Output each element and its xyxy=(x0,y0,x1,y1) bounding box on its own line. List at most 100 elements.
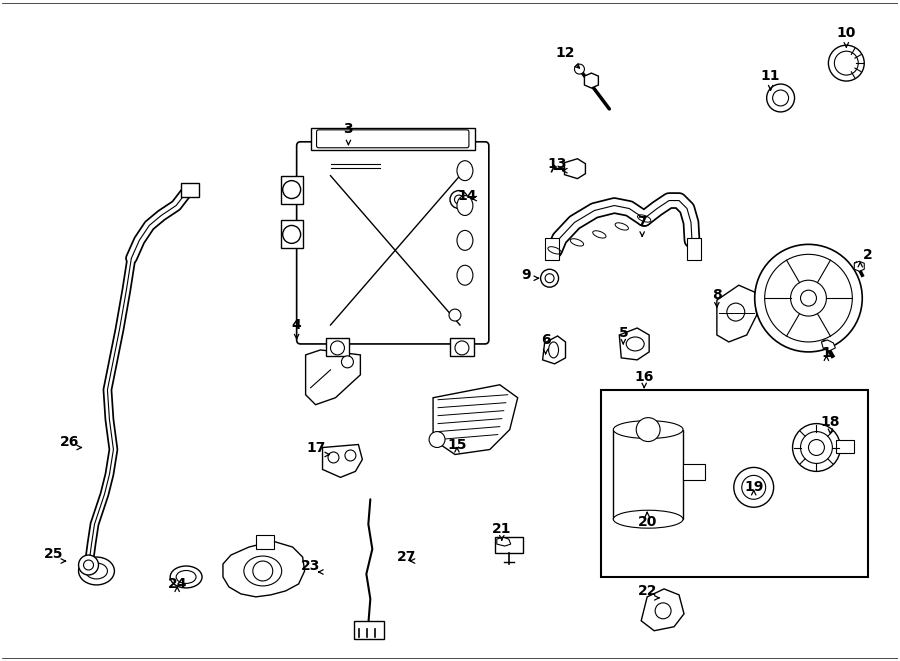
Polygon shape xyxy=(584,73,598,88)
Circle shape xyxy=(283,180,301,198)
Circle shape xyxy=(574,64,584,74)
FancyBboxPatch shape xyxy=(317,130,469,148)
Polygon shape xyxy=(433,385,518,455)
Polygon shape xyxy=(717,285,757,342)
Circle shape xyxy=(767,84,795,112)
Ellipse shape xyxy=(549,342,559,358)
Text: 14: 14 xyxy=(457,188,477,202)
Ellipse shape xyxy=(613,510,683,528)
Ellipse shape xyxy=(457,161,472,180)
Circle shape xyxy=(455,341,469,355)
Bar xyxy=(310,128,475,150)
Text: 25: 25 xyxy=(44,547,63,561)
Circle shape xyxy=(793,424,841,471)
Text: 22: 22 xyxy=(637,584,657,598)
Circle shape xyxy=(429,432,445,447)
Text: 3: 3 xyxy=(344,122,353,136)
Circle shape xyxy=(541,269,559,287)
FancyBboxPatch shape xyxy=(297,142,489,344)
Circle shape xyxy=(345,450,356,461)
Text: 4: 4 xyxy=(292,318,302,332)
Circle shape xyxy=(834,51,859,75)
Ellipse shape xyxy=(78,557,114,585)
Text: 19: 19 xyxy=(744,481,763,494)
Bar xyxy=(450,338,474,356)
Circle shape xyxy=(454,195,464,204)
Text: 17: 17 xyxy=(307,440,327,455)
Polygon shape xyxy=(497,537,510,546)
Text: 9: 9 xyxy=(521,268,530,282)
Bar xyxy=(687,239,701,260)
Ellipse shape xyxy=(176,570,196,584)
Circle shape xyxy=(655,603,671,619)
Circle shape xyxy=(253,561,273,581)
Text: 11: 11 xyxy=(760,69,780,83)
Bar xyxy=(326,338,349,356)
Circle shape xyxy=(800,432,832,463)
Text: 26: 26 xyxy=(60,434,79,449)
Circle shape xyxy=(450,190,468,208)
Text: 10: 10 xyxy=(837,26,856,40)
Text: 18: 18 xyxy=(821,414,840,428)
Ellipse shape xyxy=(86,563,107,579)
Polygon shape xyxy=(641,589,684,631)
Circle shape xyxy=(341,356,354,368)
Text: 6: 6 xyxy=(541,333,551,347)
Bar xyxy=(281,221,302,249)
Polygon shape xyxy=(564,159,585,178)
Circle shape xyxy=(772,90,788,106)
Bar xyxy=(256,535,274,549)
Ellipse shape xyxy=(244,556,282,586)
Bar xyxy=(355,621,384,639)
Text: 5: 5 xyxy=(618,326,628,340)
Circle shape xyxy=(283,225,301,243)
Circle shape xyxy=(734,467,774,507)
Ellipse shape xyxy=(457,265,472,285)
Bar xyxy=(495,537,523,553)
Bar xyxy=(683,465,705,481)
Polygon shape xyxy=(619,328,649,360)
Text: 16: 16 xyxy=(634,369,654,384)
Text: 20: 20 xyxy=(637,515,657,529)
Circle shape xyxy=(765,254,852,342)
Polygon shape xyxy=(223,541,304,597)
Ellipse shape xyxy=(626,337,644,351)
Text: 2: 2 xyxy=(863,249,873,262)
Circle shape xyxy=(636,418,660,442)
Polygon shape xyxy=(543,336,565,364)
Ellipse shape xyxy=(613,420,683,438)
Circle shape xyxy=(330,341,345,355)
Polygon shape xyxy=(306,350,360,405)
Polygon shape xyxy=(322,444,363,477)
Text: 1: 1 xyxy=(822,346,832,360)
Circle shape xyxy=(545,274,554,283)
Circle shape xyxy=(84,560,94,570)
Text: 8: 8 xyxy=(712,288,722,302)
Circle shape xyxy=(742,475,766,499)
Bar xyxy=(181,182,199,196)
Text: 13: 13 xyxy=(548,157,567,171)
Circle shape xyxy=(727,303,745,321)
Circle shape xyxy=(790,280,826,316)
Bar xyxy=(281,176,302,204)
Bar xyxy=(836,440,854,453)
Text: 21: 21 xyxy=(492,522,511,536)
Bar xyxy=(544,239,559,260)
Circle shape xyxy=(328,452,339,463)
Bar xyxy=(601,390,868,577)
Text: 27: 27 xyxy=(397,550,416,564)
Text: 15: 15 xyxy=(447,438,467,451)
Circle shape xyxy=(78,555,98,575)
Text: 12: 12 xyxy=(556,46,575,60)
Ellipse shape xyxy=(170,566,202,588)
Polygon shape xyxy=(822,340,835,351)
Circle shape xyxy=(828,45,864,81)
Ellipse shape xyxy=(457,196,472,215)
Text: 24: 24 xyxy=(167,577,187,591)
Circle shape xyxy=(800,290,816,306)
Circle shape xyxy=(808,440,824,455)
Bar xyxy=(613,430,683,519)
Circle shape xyxy=(755,245,862,352)
Text: 7: 7 xyxy=(637,215,647,229)
Polygon shape xyxy=(854,261,864,271)
